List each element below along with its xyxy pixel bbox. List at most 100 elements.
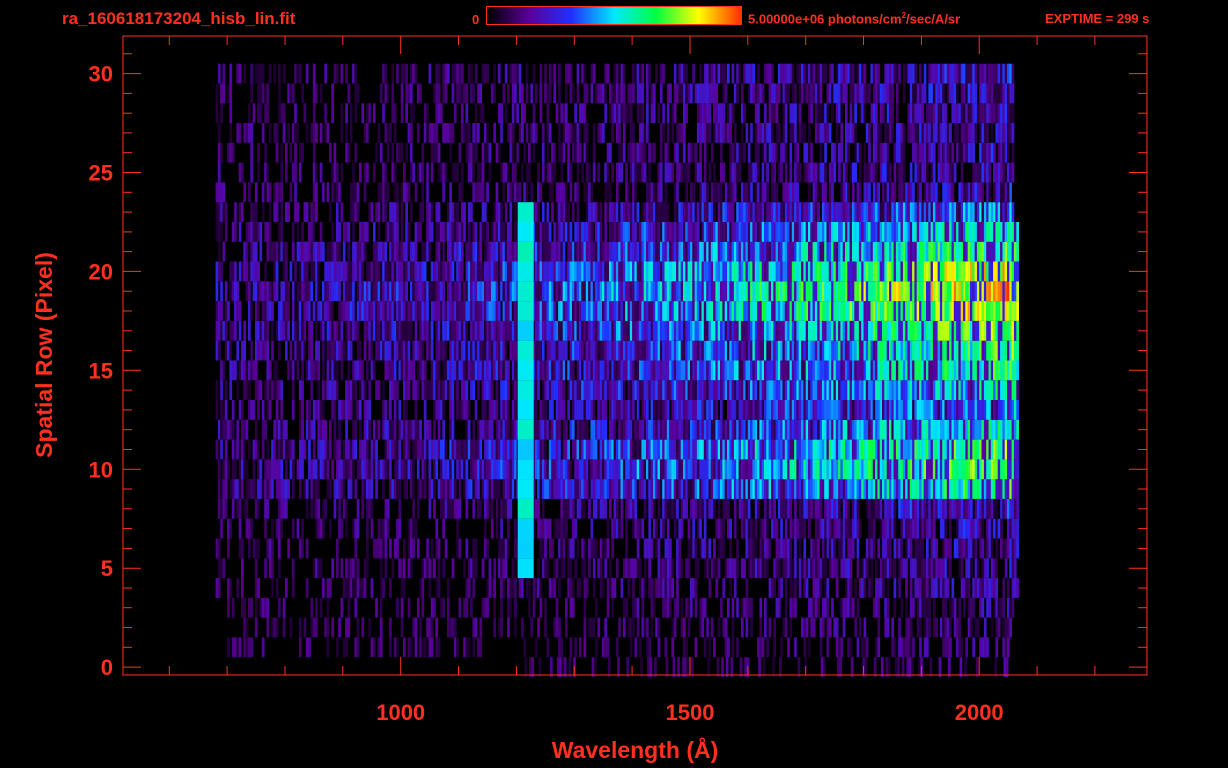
- spectrum-cell: [453, 637, 457, 658]
- spectrum-cell: [562, 459, 566, 480]
- spectrum-cell: [740, 320, 744, 341]
- spectrum-cell: [636, 340, 640, 361]
- spectrum-cell: [465, 439, 469, 460]
- spectrum-row: [220, 360, 1019, 381]
- spectrum-cell: [703, 637, 707, 658]
- spectrum-cell: [567, 380, 570, 400]
- spectrum-cell: [419, 281, 422, 302]
- spectrum-cell: [650, 320, 654, 341]
- spectrum-cell: [777, 459, 781, 480]
- spectrum-cell: [423, 479, 427, 499]
- spectrum-cell: [558, 301, 561, 321]
- spectrum-cell: [900, 380, 904, 400]
- spectrum-cell: [539, 459, 543, 480]
- spectrum-cell: [261, 479, 265, 499]
- spectrum-cell: [956, 380, 959, 400]
- spectrum-cell: [824, 518, 827, 539]
- spectrum-cell: [932, 518, 936, 539]
- spectrum-cell: [629, 558, 633, 579]
- spectrum-cell: [858, 479, 862, 499]
- spectrum-cell: [949, 439, 952, 460]
- spectrum-cell: [923, 320, 927, 341]
- spectrum-cell: [1009, 538, 1012, 559]
- spectrum-cell: [893, 340, 897, 361]
- spectrum-cell: [808, 637, 811, 658]
- spectrum-cell: [814, 578, 818, 598]
- spectrum-cell: [738, 479, 742, 499]
- spectrum-cell: [993, 380, 996, 400]
- spectrum-cell: [771, 518, 774, 539]
- spectrum-cell: [754, 320, 758, 341]
- spectrum-cell: [435, 380, 439, 400]
- spectrum-cell: [511, 578, 515, 598]
- spectrum-cell: [1007, 637, 1010, 658]
- spectrum-cell: [665, 657, 669, 677]
- spectrum-cell: [784, 479, 788, 499]
- spectrum-cell: [659, 301, 663, 321]
- spectrum-cell: [606, 281, 610, 302]
- spectrum-cell: [477, 360, 480, 381]
- spectrum-cell: [787, 320, 790, 341]
- spectrum-cell: [502, 459, 506, 480]
- spectrum-cell: [361, 360, 365, 381]
- spectrum-cell: [791, 301, 795, 321]
- spectrum-cell: [511, 479, 515, 499]
- spectrum-cell: [949, 301, 952, 321]
- spectrum-cell: [266, 400, 270, 420]
- spectrum-cell: [648, 538, 651, 559]
- spectrum-cell: [886, 617, 890, 638]
- spectrum-cell: [990, 558, 994, 579]
- spectrum-cell: [1004, 558, 1008, 579]
- spectrum-cell: [759, 538, 763, 559]
- spectrum-cell: [287, 439, 290, 460]
- spectrum-cell: [514, 380, 517, 400]
- spectrum-cell: [335, 439, 339, 460]
- spectrum-cell: [845, 380, 848, 400]
- spectrum-cell: [261, 281, 265, 302]
- spectrum-cell: [609, 380, 612, 400]
- spectrum-cell: [648, 281, 651, 302]
- spectrum-cell: [347, 301, 351, 321]
- spectrum-cell: [500, 419, 503, 440]
- spectrum-cell: [546, 320, 550, 341]
- spectrum-cell: [509, 479, 513, 499]
- spectrum-cell: [257, 400, 260, 420]
- spectrum-cell: [882, 498, 885, 519]
- spectrum-cell: [902, 320, 906, 341]
- spectrum-cell: [470, 320, 473, 341]
- spectrum-cell: [363, 419, 367, 440]
- spectrum-cell: [497, 538, 501, 559]
- spectrum-cell: [537, 301, 540, 321]
- spectrum-cell: [740, 380, 744, 400]
- spectrum-cell: [581, 419, 584, 440]
- spectrum-cell: [324, 439, 327, 460]
- spectrum-cell: [460, 281, 464, 302]
- spectrum-cell: [803, 439, 807, 460]
- spectrum-cell: [398, 439, 402, 460]
- spectrum-cell: [442, 400, 445, 420]
- spectrum-cell: [490, 479, 494, 499]
- spectrum-cell: [449, 498, 452, 519]
- spectrum-cell: [384, 281, 388, 302]
- spectrum-cell: [780, 538, 783, 559]
- spectrum-cell: [227, 340, 230, 361]
- spectrum-cell: [652, 419, 656, 440]
- spectrum-cell: [687, 281, 691, 302]
- spectrum-cell: [393, 340, 397, 361]
- spectrum-cell: [400, 558, 404, 579]
- spectrum-cell: [458, 281, 462, 302]
- spectrum-cell: [808, 439, 811, 460]
- spectrum-cell: [588, 301, 591, 321]
- spectrum-cell: [433, 439, 436, 460]
- spectrum-cell: [835, 320, 839, 341]
- spectrum-cell: [659, 360, 663, 381]
- spectrum-cell: [932, 400, 936, 420]
- spectrum-cell: [937, 439, 941, 460]
- spectrum-cell: [622, 340, 626, 361]
- spectrum-cell: [796, 380, 800, 400]
- spectrum-cell: [861, 380, 864, 400]
- spectrum-cell: [609, 419, 612, 440]
- spectrum-cell: [870, 439, 874, 460]
- spectrum-cell: [678, 281, 682, 302]
- spectrum-cell: [694, 597, 698, 618]
